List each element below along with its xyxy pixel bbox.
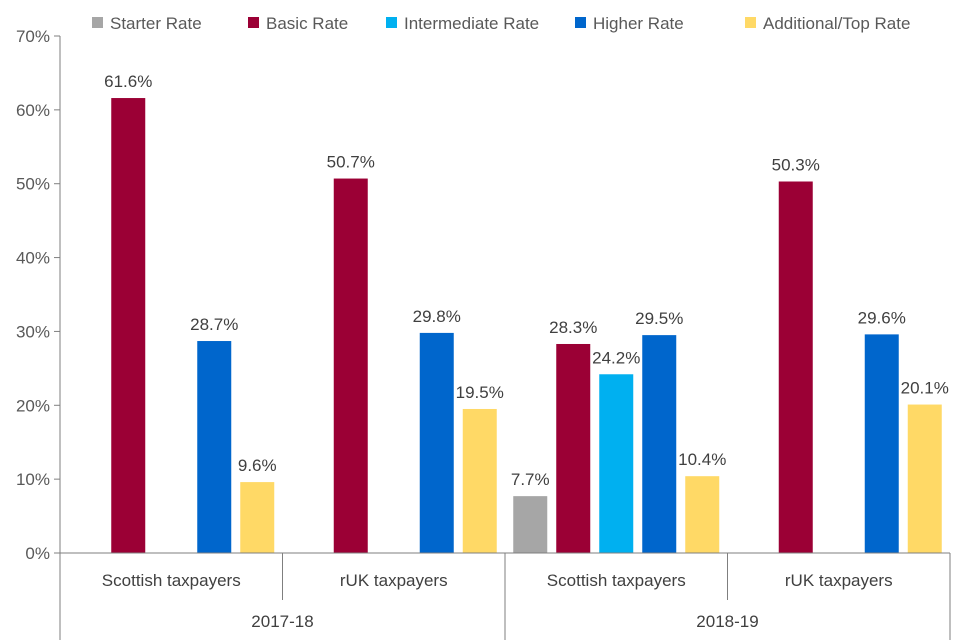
y-tick-label: 50% (16, 175, 50, 194)
legend-item-additional-top-rate: Additional/Top Rate (745, 14, 910, 33)
data-labels: 7.7% 61.6% 50.7% 28.3% 50.3% 24.2% 28.7% 29.8% 2… (104, 72, 949, 489)
data-label: 50.7% (327, 153, 375, 172)
y-axis: 0% 10% 20% 30% 40% 50% 60% 70% (16, 27, 61, 563)
y-tick-label: 60% (16, 101, 50, 120)
y-tick-label: 70% (16, 27, 50, 46)
legend-item-intermediate-rate: Intermediate Rate (386, 14, 539, 33)
legend-swatch (92, 17, 103, 28)
group-label: 2018-19 (696, 612, 758, 631)
data-label: 7.7% (511, 470, 550, 489)
data-label: 29.5% (635, 309, 683, 328)
y-tick-label: 10% (16, 470, 50, 489)
bar-higher-rate-0 (197, 341, 232, 553)
bar-higher-rate-2 (642, 335, 677, 553)
group-label: 2017-18 (251, 612, 313, 631)
legend-item-higher-rate: Higher Rate (575, 14, 684, 33)
data-label: 24.2% (592, 348, 640, 367)
bar-additional-top-rate-3 (907, 404, 942, 553)
legend-swatch (575, 17, 586, 28)
bar-additional-top-rate-1 (462, 408, 497, 553)
category-label: rUK taxpayers (785, 571, 893, 590)
data-label: 19.5% (456, 383, 504, 402)
data-label: 29.6% (858, 308, 906, 327)
bar-starter-rate-2 (513, 496, 548, 553)
bar-higher-rate-3 (864, 334, 899, 553)
bars (111, 98, 942, 553)
y-tick-label: 30% (16, 322, 50, 341)
legend: Starter Rate Basic Rate Intermediate Rate H… (92, 14, 910, 33)
data-label: 28.3% (549, 318, 597, 337)
category-label: Scottish taxpayers (102, 571, 241, 590)
y-tick-label: 20% (16, 396, 50, 415)
category-label: rUK taxpayers (340, 571, 448, 590)
category-label: Scottish taxpayers (547, 571, 686, 590)
bar-basic-rate-2 (556, 343, 591, 553)
data-label: 10.4% (678, 450, 726, 469)
legend-label: Starter Rate (110, 14, 202, 33)
data-label: 28.7% (190, 315, 238, 334)
bar-basic-rate-3 (778, 181, 813, 553)
legend-label: Basic Rate (266, 14, 348, 33)
legend-item-starter-rate: Starter Rate (92, 14, 202, 33)
legend-swatch (386, 17, 397, 28)
legend-label: Higher Rate (593, 14, 684, 33)
bar-intermediate-rate-2 (599, 374, 634, 553)
data-label: 61.6% (104, 72, 152, 91)
legend-item-basic-rate: Basic Rate (248, 14, 348, 33)
data-label: 50.3% (772, 155, 820, 174)
legend-swatch (745, 17, 756, 28)
y-tick-label: 0% (25, 544, 50, 563)
bar-additional-top-rate-0 (240, 482, 275, 553)
data-label: 9.6% (238, 456, 277, 475)
bar-additional-top-rate-2 (685, 476, 720, 553)
bar-basic-rate-1 (333, 178, 368, 553)
bar-higher-rate-1 (419, 332, 454, 553)
y-tick-label: 40% (16, 249, 50, 268)
data-label: 29.8% (413, 307, 461, 326)
data-label: 20.1% (901, 379, 949, 398)
legend-label: Additional/Top Rate (763, 14, 910, 33)
x-axis: Scottish taxpayers rUK taxpayers 2017-18 Sc… (59, 552, 951, 640)
legend-label: Intermediate Rate (404, 14, 539, 33)
legend-swatch (248, 17, 259, 28)
bar-basic-rate-0 (111, 98, 146, 553)
